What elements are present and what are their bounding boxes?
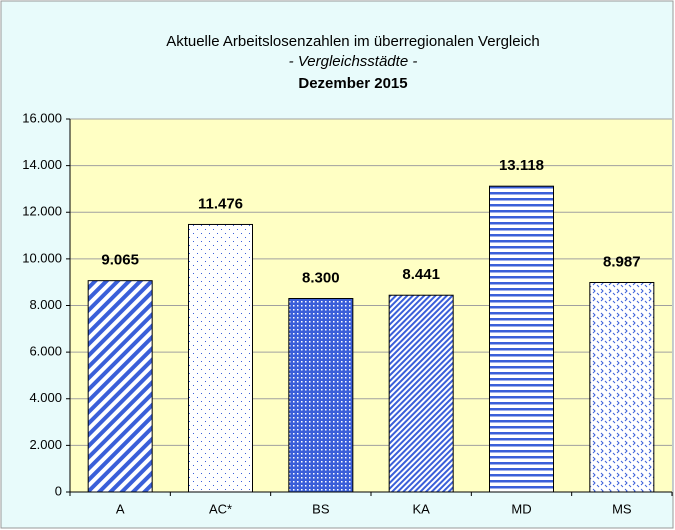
value-label: 9.065 [101,252,139,269]
y-tick-label: 16.000 [22,110,62,125]
y-tick-label: 10.000 [22,250,62,265]
y-tick-label: 0 [55,483,62,498]
y-tick-label: 12.000 [22,204,62,219]
value-label: 8.987 [603,253,641,270]
bar [388,294,454,493]
bar [288,298,354,493]
value-label: 8.300 [302,269,340,286]
chart-subtitle: Dezember 2015 [298,75,407,92]
y-tick-label: 2.000 [29,437,62,452]
y-tick-label: 8.000 [29,297,62,312]
chart-subtitle: - Vergleichsstädte - [289,53,418,70]
x-tick-label: A [116,501,125,516]
bar [589,281,655,493]
bar [188,223,253,493]
x-tick-label: BS [312,501,330,516]
y-tick-label: 14.000 [22,157,62,172]
x-tick-label: MS [612,501,632,516]
value-label: 11.476 [198,195,243,212]
y-tick-label: 4.000 [29,390,62,405]
x-tick-label: MD [511,501,531,516]
value-label: 8.441 [402,266,440,283]
value-label: 13.118 [499,157,544,174]
bar [87,280,153,493]
bar [489,185,554,493]
x-tick-label: KA [412,501,430,516]
y-tick-label: 6.000 [29,344,62,359]
chart-title: Aktuelle Arbeitslosenzahlen im überregio… [166,33,540,50]
x-tick-label: AC* [209,501,232,516]
